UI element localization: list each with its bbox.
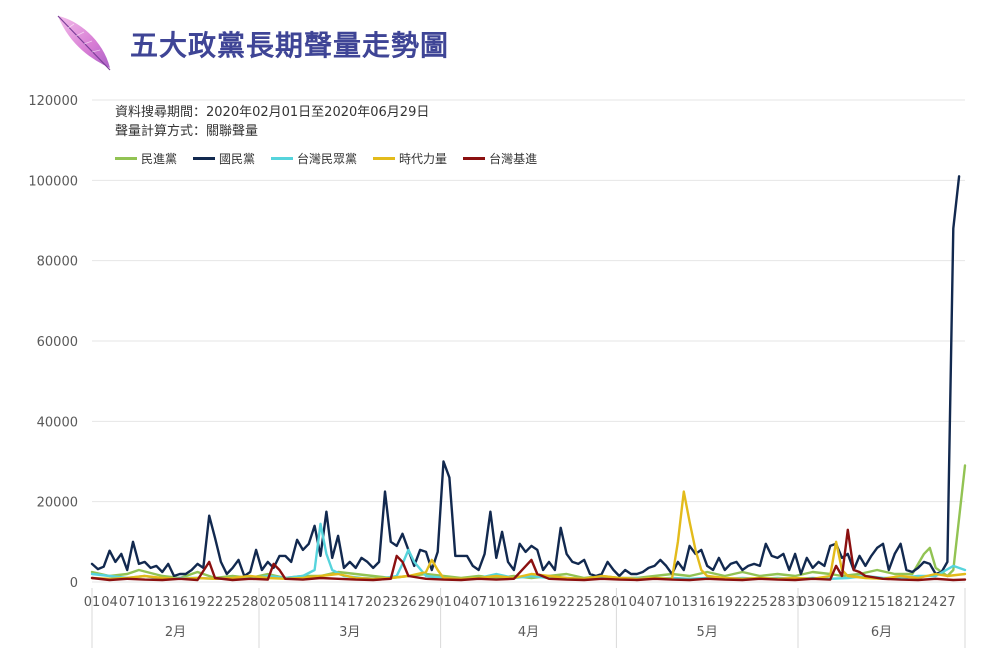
x-tick-label: 25	[752, 595, 769, 610]
x-tick-label: 28	[769, 595, 786, 610]
legend-label: 台灣民眾黨	[297, 152, 358, 166]
x-tick-label: 13	[506, 595, 523, 610]
x-tick-label: 27	[939, 595, 956, 610]
x-tick-label: 19	[541, 595, 558, 610]
x-tick-label: 29	[418, 595, 435, 610]
legend-swatch	[463, 157, 486, 160]
y-tick-label: 80000	[37, 255, 78, 270]
legend-swatch	[373, 157, 396, 160]
x-tick-label: 28	[242, 595, 259, 610]
x-tick-label: 07	[470, 595, 487, 610]
x-tick-label: 07	[119, 595, 136, 610]
month-label: 6月	[871, 625, 892, 640]
x-tick-label: 03	[799, 595, 816, 610]
legend-label: 民進黨	[141, 152, 178, 166]
legend-label: 台灣基進	[489, 152, 538, 166]
x-tick-label: 28	[593, 595, 610, 610]
y-tick-label: 100000	[28, 174, 78, 189]
x-tick-label: 10	[664, 595, 681, 610]
series-line	[90, 175, 961, 578]
x-tick-label: 06	[816, 595, 833, 610]
x-tick-label: 18	[886, 595, 903, 610]
month-label: 4月	[518, 625, 539, 640]
legend-swatch	[115, 157, 137, 160]
x-tick-label: 17	[347, 595, 364, 610]
x-tick-label: 09	[834, 595, 851, 610]
x-tick-label: 05	[277, 595, 294, 610]
x-tick-label: 16	[523, 595, 540, 610]
x-tick-label: 08	[295, 595, 312, 610]
x-tick-label: 16	[699, 595, 716, 610]
x-tick-label: 02	[259, 595, 276, 610]
x-tick-label: 15	[869, 595, 886, 610]
x-tick-label: 04	[629, 595, 646, 610]
page-title: 五大政黨長期聲量走勢圖	[130, 29, 450, 62]
legend-swatch	[193, 157, 216, 160]
x-tick-label: 22	[558, 595, 575, 610]
month-label: 3月	[339, 625, 360, 640]
method-note: 聲量計算方式：關聯聲量	[115, 124, 259, 139]
legend-item: 台灣民眾黨	[271, 150, 357, 167]
legend-item: 民進黨	[115, 150, 177, 167]
legend-item: 台灣基進	[463, 150, 537, 167]
x-tick-label: 21	[904, 595, 921, 610]
x-tick-label: 10	[488, 595, 505, 610]
legend: 民進黨 國民黨 台灣民眾黨 時代力量 台灣基進	[115, 150, 537, 167]
y-tick-label: 0	[70, 576, 78, 591]
legend-label: 時代力量	[399, 152, 448, 166]
x-tick-label: 04	[101, 595, 118, 610]
series-line	[90, 464, 967, 580]
y-tick-label: 120000	[28, 94, 78, 109]
x-tick-label: 01	[435, 595, 452, 610]
legend-item: 時代力量	[373, 150, 447, 167]
series-line	[90, 528, 967, 582]
x-tick-label: 12	[851, 595, 868, 610]
x-tick-label: 25	[224, 595, 241, 610]
legend-swatch	[271, 157, 294, 160]
x-tick-label: 13	[154, 595, 171, 610]
x-tick-label: 23	[383, 595, 400, 610]
x-tick-label: 10	[136, 595, 153, 610]
x-tick-label: 13	[681, 595, 698, 610]
header: 五大政黨長期聲量走勢圖	[48, 10, 648, 74]
x-tick-label: 11	[312, 595, 329, 610]
x-tick-label: 07	[646, 595, 663, 610]
x-tick-label: 04	[453, 595, 470, 610]
x-tick-label: 26	[400, 595, 417, 610]
search-period-note: 資料搜尋期間：2020年02月01日至2020年06月29日	[115, 105, 430, 120]
legend-label: 國民黨	[219, 152, 256, 166]
x-tick-label: 22	[207, 595, 224, 610]
y-tick-label: 20000	[37, 496, 78, 511]
x-tick-label: 19	[189, 595, 206, 610]
y-tick-label: 40000	[37, 415, 78, 430]
x-tick-label: 14	[330, 595, 347, 610]
x-tick-label: 16	[172, 595, 189, 610]
x-tick-label: 25	[576, 595, 593, 610]
month-label: 2月	[165, 625, 186, 640]
x-tick-label: 31	[787, 595, 804, 610]
month-label: 5月	[697, 625, 718, 640]
x-tick-label: 19	[717, 595, 734, 610]
x-tick-label: 01	[611, 595, 628, 610]
y-tick-label: 60000	[37, 335, 78, 350]
series-line	[90, 490, 967, 580]
x-tick-label: 20	[365, 595, 382, 610]
feather-icon	[57, 15, 111, 71]
x-tick-label: 22	[734, 595, 751, 610]
x-tick-label: 24	[922, 595, 939, 610]
legend-item: 國民黨	[193, 150, 255, 167]
